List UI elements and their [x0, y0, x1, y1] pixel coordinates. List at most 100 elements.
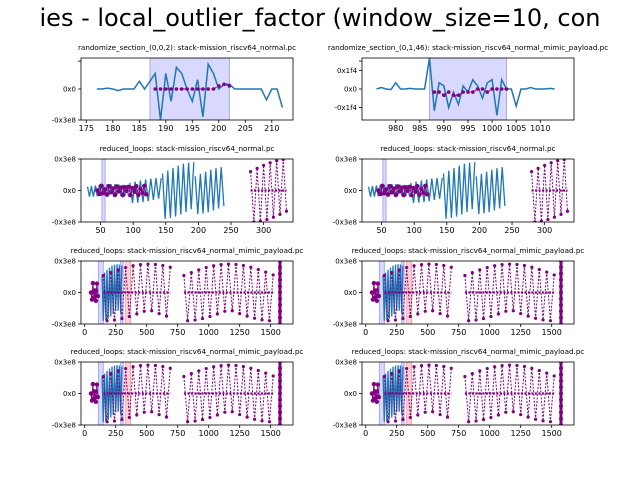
outlier-point	[277, 284, 282, 289]
x-tick-label: 190	[158, 124, 173, 133]
outlier-point	[493, 264, 497, 268]
outlier-point	[277, 261, 282, 263]
outlier-point	[438, 412, 442, 417]
outlier-point	[470, 371, 474, 376]
outlier-point	[504, 87, 509, 91]
outlier-point	[267, 319, 272, 323]
outlier-point	[463, 273, 467, 278]
outlier-point	[558, 416, 563, 421]
outlier-point	[278, 212, 282, 216]
outlier-point	[277, 271, 282, 276]
outlier-point	[558, 410, 563, 415]
y-tick-label: 0x0	[63, 187, 76, 195]
x-tick-label: 1500	[261, 328, 281, 337]
outlier-point	[100, 191, 106, 196]
outlier-point	[164, 87, 168, 91]
x-tick-label: 250	[223, 226, 238, 235]
outlier-link	[434, 88, 507, 96]
x-tick-label: 100	[126, 226, 141, 235]
outlier-point	[215, 312, 219, 316]
outlier-point	[519, 311, 523, 316]
outlier-point	[88, 290, 94, 295]
outlier-point	[536, 166, 540, 170]
outlier-point	[416, 312, 420, 316]
outlier-point	[558, 309, 563, 314]
outlier-point	[558, 290, 563, 295]
outlier-point	[558, 372, 563, 377]
outlier-point	[405, 265, 409, 270]
outlier-point	[425, 192, 430, 197]
outlier-point	[397, 268, 401, 272]
y-tick-label: 0x0	[63, 86, 76, 94]
outlier-point	[252, 316, 257, 320]
x-tick-label: 750	[170, 429, 185, 438]
outlier-point	[558, 315, 563, 320]
outlier-point	[164, 314, 169, 318]
outlier-point	[526, 415, 530, 419]
highlight-span-1	[429, 58, 507, 120]
outlier-point	[200, 316, 205, 321]
outlier-point	[489, 415, 493, 420]
outlier-point	[408, 415, 412, 420]
outlier-point	[150, 410, 154, 414]
x-tick-label: 500	[420, 328, 435, 337]
outlier-point	[245, 314, 249, 318]
outlier-point	[252, 417, 257, 421]
outlier-point	[449, 366, 453, 370]
outlier-point	[195, 87, 200, 91]
x-tick-label: 1010	[530, 124, 550, 133]
outlier-point	[161, 263, 165, 268]
outlier-point	[548, 319, 553, 323]
x-tick-label: 500	[139, 328, 154, 337]
x-tick-label: 250	[108, 328, 123, 337]
outlier-point	[442, 364, 446, 369]
outlier-point	[456, 93, 461, 97]
outlier-point	[127, 415, 131, 420]
subplot-title: reduced_loops: stack-mission_riscv64_nor…	[352, 347, 585, 356]
outlier-point	[108, 190, 114, 195]
outlier-point	[385, 192, 391, 197]
outlier-point	[423, 410, 427, 414]
outlier-point	[277, 378, 282, 383]
outlier-point	[467, 319, 471, 323]
outlier-point	[541, 318, 545, 322]
y-tick-label: -0x1f4	[335, 104, 358, 112]
outlier-point	[206, 87, 210, 91]
outlier-point	[427, 262, 431, 266]
outlier-point	[373, 389, 379, 394]
y-tick-label: 0x1f4	[337, 67, 358, 75]
subplot-title: reduced_loops: stack-mission_riscv64_nor…	[352, 246, 585, 255]
outlier-point	[478, 268, 482, 272]
outlier-point	[481, 316, 486, 321]
outlier-point	[277, 265, 282, 270]
outlier-point	[277, 366, 282, 371]
outlier-point	[102, 187, 108, 192]
outlier-point	[260, 419, 264, 423]
outlier-point	[146, 262, 150, 266]
x-tick-label: 50	[95, 226, 105, 235]
outlier-point	[277, 315, 282, 320]
x-tick-label: 750	[451, 429, 466, 438]
outlier-point	[558, 265, 563, 270]
outlier-point	[277, 296, 282, 301]
outlier-point	[93, 298, 99, 303]
figure-title: ies - local_outlier_factor (window_size=…	[39, 4, 601, 32]
outlier-point	[95, 394, 101, 400]
outlier-point	[131, 365, 135, 369]
outlier-point	[437, 90, 441, 94]
outlier-point	[380, 183, 385, 189]
y-tick-label: -0x3e8	[333, 219, 357, 227]
outlier-point	[467, 420, 471, 424]
outlier-point	[277, 385, 282, 390]
outlier-point	[558, 284, 563, 289]
outlier-point	[186, 420, 190, 424]
outlier-point	[189, 270, 193, 275]
outlier-point	[526, 314, 530, 318]
outlier-point	[262, 163, 266, 167]
outlier-point	[374, 399, 380, 404]
x-tick-label: 750	[451, 328, 466, 337]
outlier-point	[134, 184, 139, 189]
outlier-point	[445, 415, 450, 419]
outlier-point	[268, 161, 272, 165]
